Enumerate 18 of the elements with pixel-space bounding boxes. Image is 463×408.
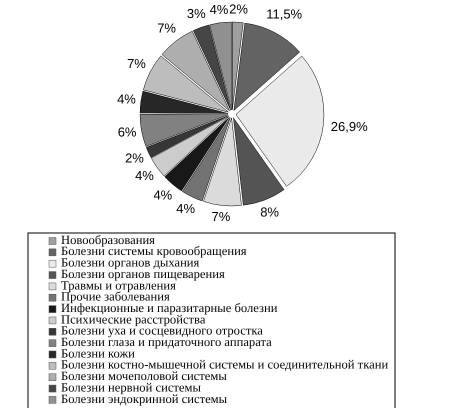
data-label: 7% — [212, 209, 231, 224]
data-label: 8% — [260, 204, 280, 220]
data-label: 2% — [229, 2, 248, 17]
data-label: 7% — [157, 20, 176, 36]
data-label: 4% — [210, 2, 229, 17]
data-label: 3% — [186, 6, 206, 21]
data-label: 4% — [153, 187, 173, 202]
data-label: 4% — [135, 168, 154, 183]
data-label: 2% — [125, 150, 144, 166]
data-label: 4% — [176, 201, 196, 216]
data-label: 4% — [117, 91, 136, 106]
data-label: 6% — [118, 124, 137, 140]
legend-label: Новообразования — [61, 232, 156, 247]
data-label: 7% — [127, 56, 146, 72]
data-label: 11,5% — [266, 6, 303, 22]
data-label: 26,9% — [330, 119, 368, 134]
legend-label: Болезни костно-мышечной системы и соединительной ткани — [61, 358, 388, 372]
legend-label: Болезни кожи — [61, 346, 136, 360]
